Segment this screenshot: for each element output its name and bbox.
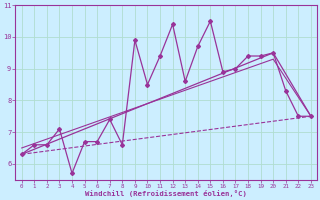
X-axis label: Windchill (Refroidissement éolien,°C): Windchill (Refroidissement éolien,°C) [85,190,247,197]
